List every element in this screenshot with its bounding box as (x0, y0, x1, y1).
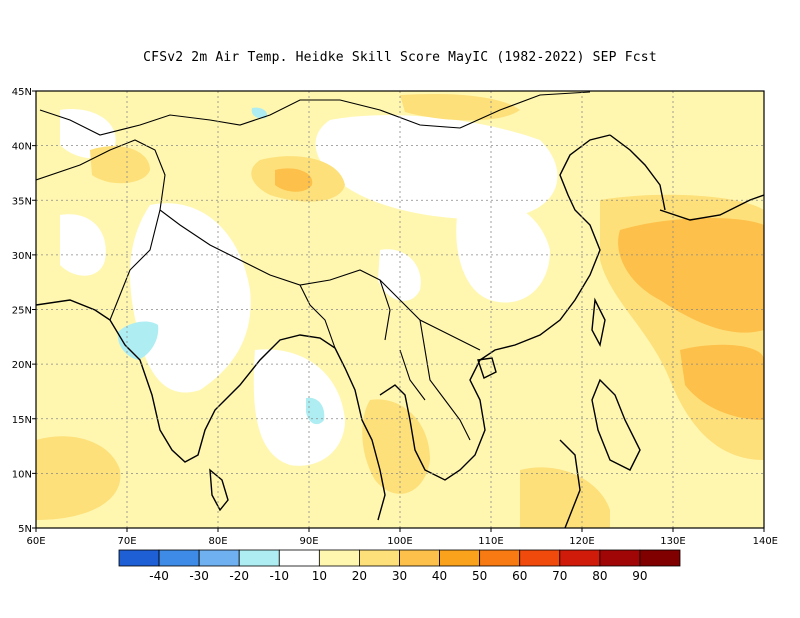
colorbar-swatch (519, 549, 561, 567)
colorbar-label: 10 (312, 569, 327, 583)
x-tick-label: 120E (569, 536, 594, 547)
x-axis: 60E 70E 80E 90E 100E 110E 120E 130E 140E (26, 528, 778, 547)
y-tick-label: 35N (12, 196, 32, 207)
y-tick-label: 25N (12, 306, 32, 317)
colorbar-label: 90 (632, 569, 647, 583)
x-tick-label: 130E (660, 536, 685, 547)
colorbar-swatch (639, 549, 681, 567)
x-tick-label: 60E (26, 536, 45, 547)
colorbar-swatch (118, 549, 160, 567)
colorbar-swatch (238, 549, 280, 567)
colorbar-swatch (359, 549, 400, 567)
colorbar-label: -10 (269, 569, 289, 583)
colorbar-label: -40 (149, 569, 169, 583)
y-axis: 5N 10N 15N 20N 25N 30N 35N 40N 45N (12, 87, 36, 535)
colorbar-swatch (198, 549, 240, 567)
colorbar-swatch (399, 549, 440, 567)
colorbar-swatch (439, 549, 481, 567)
colorbar-label: -30 (189, 569, 209, 583)
x-tick-label: 110E (478, 536, 503, 547)
colorbar-label: 40 (432, 569, 447, 583)
y-tick-label: 45N (12, 87, 32, 98)
x-tick-label: 90E (299, 536, 318, 547)
country-borders (36, 91, 591, 441)
y-tick-label: 20N (12, 360, 32, 371)
colorbar-label: 50 (472, 569, 487, 583)
map-title: CFSv2 2m Air Temp. Heidke Skill Score Ma… (143, 50, 657, 65)
colorbar-label: 60 (512, 569, 527, 583)
colorbar-swatch (158, 549, 200, 567)
colorbar-label: 70 (552, 569, 567, 583)
x-tick-label: 140E (753, 536, 778, 547)
colorbar-swatch (599, 549, 641, 567)
x-tick-label: 80E (208, 536, 227, 547)
colorbar-label: -20 (229, 569, 249, 583)
y-tick-label: 5N (18, 524, 32, 535)
coastlines (36, 134, 764, 528)
colorbar-label: 80 (592, 569, 607, 583)
y-tick-label: 15N (12, 415, 32, 426)
y-tick-label: 10N (12, 469, 32, 480)
colorbar-label: 30 (392, 569, 407, 583)
y-tick-label: 30N (12, 251, 32, 262)
gridlines (36, 91, 764, 528)
x-tick-label: 70E (117, 536, 136, 547)
colorbar-swatch (479, 549, 521, 567)
colorbar-swatch (278, 549, 320, 567)
colorbar-swatch (559, 549, 601, 567)
colorbar-swatch (318, 549, 360, 567)
colorbar: -40 -30 -20 -10 10 20 30 40 50 60 70 80 90 (118, 549, 681, 583)
x-tick-label: 100E (387, 536, 412, 547)
colorbar-label: 20 (352, 569, 367, 583)
y-tick-label: 40N (12, 142, 32, 153)
